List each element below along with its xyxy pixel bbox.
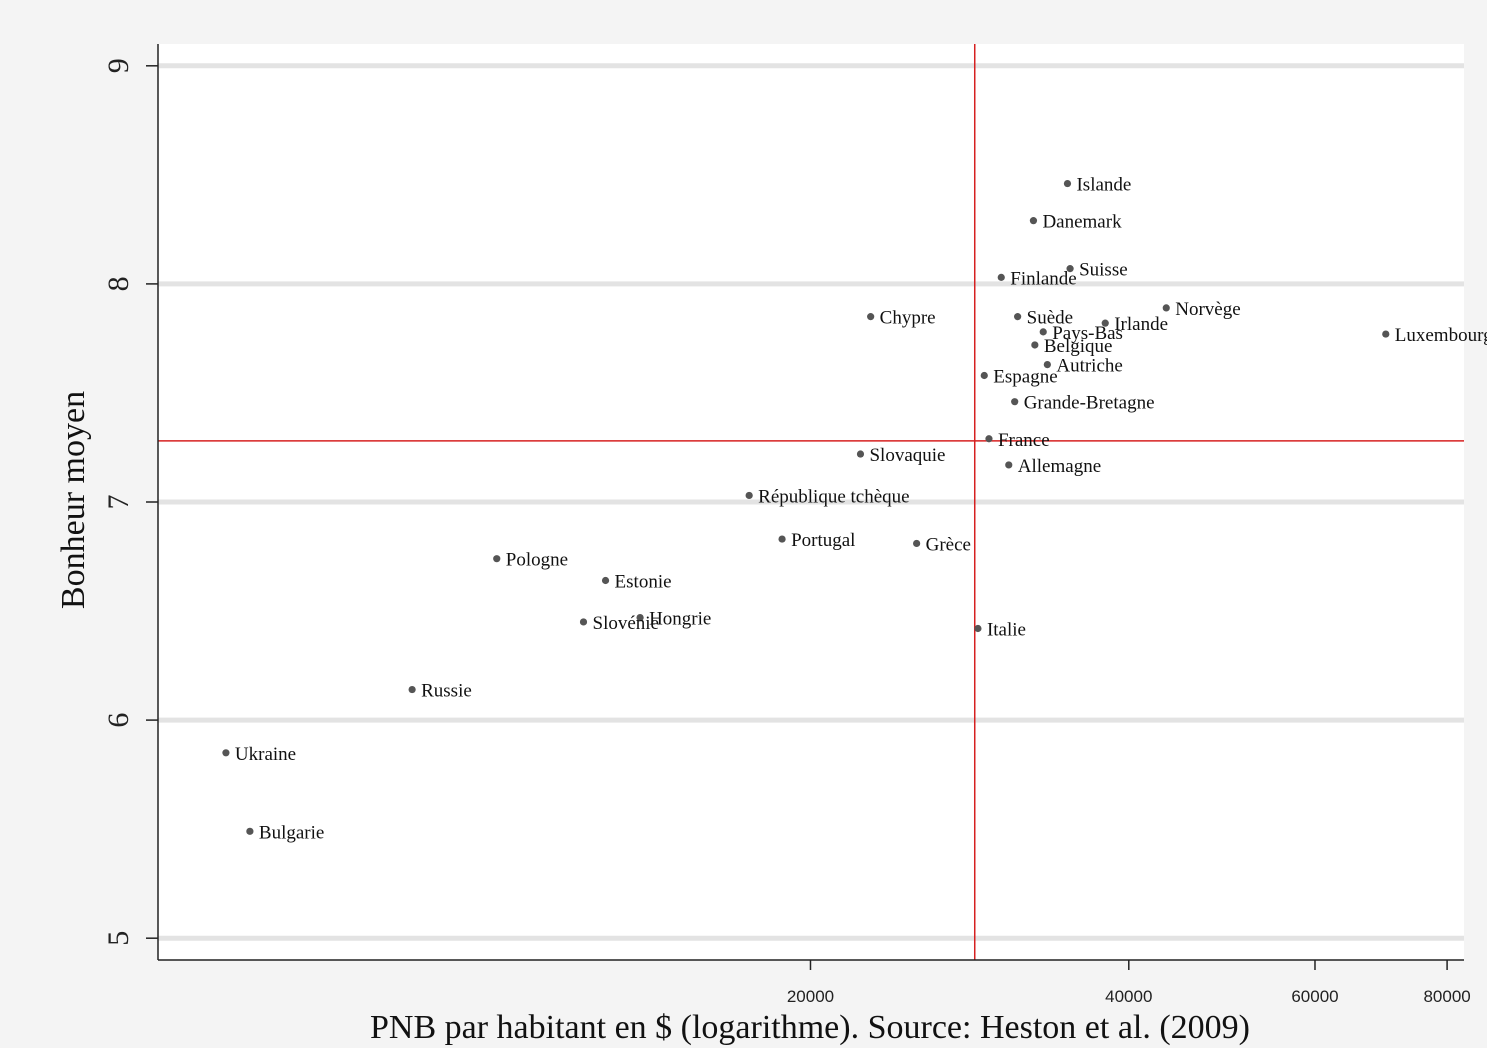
y-tick-label-6: 6: [102, 713, 135, 728]
point-italie: [974, 624, 982, 633]
point-chypre: [867, 313, 875, 321]
x-axis-title: PNB par habitant en $ (logarithme). Sour…: [370, 1009, 1250, 1046]
point-label-pologne: Pologne: [506, 550, 568, 571]
point-label-danemark: Danemark: [1042, 212, 1122, 233]
point-russie: [408, 685, 416, 694]
point-belgique: [1031, 341, 1039, 349]
point-pays-bas: [1039, 328, 1047, 336]
x-axis-ticks: 20000 40000 60000 80000: [787, 960, 1471, 1006]
reference-lines: [158, 44, 1464, 960]
point-label-ukraine: Ukraine: [235, 744, 296, 765]
point-slovaquie: [856, 450, 865, 458]
point-slovenie: [579, 618, 588, 626]
point-grande-bretagne: [1011, 398, 1019, 406]
point-grece: [913, 539, 921, 548]
y-tick-label-7: 7: [102, 495, 135, 510]
point-suisse: [1066, 265, 1074, 273]
point-label-irlande: Irlande: [1114, 314, 1168, 335]
point-france: [985, 435, 993, 443]
point-ukraine: [222, 749, 230, 757]
point-label-italie: Italie: [987, 619, 1026, 640]
point-label-estonie: Estonie: [615, 572, 672, 593]
point-label-hongrie: Hongrie: [649, 609, 711, 630]
point-label-portugal: Portugal: [791, 530, 855, 551]
point-label-suisse: Suisse: [1079, 260, 1128, 281]
point-label-pays-bas: Pays-Bas: [1052, 323, 1123, 344]
point-label-chypre: Chypre: [880, 308, 936, 329]
point-label-norvege: Norvège: [1175, 299, 1240, 320]
point-portugal: [778, 535, 786, 543]
point-label-allemagne: Allemagne: [1018, 456, 1101, 477]
point-bulgarie: [246, 827, 254, 835]
point-norvege: [1162, 304, 1170, 312]
point-allemagne: [1005, 461, 1013, 469]
point-danemark: [1029, 217, 1038, 225]
x-tick-label-20000: 20000: [787, 987, 834, 1006]
point-label-russie: Russie: [421, 681, 472, 702]
y-axis-ticks: 5 6 7 8 9: [102, 58, 158, 946]
x-tick-label-60000: 60000: [1291, 987, 1338, 1006]
point-autriche: [1043, 361, 1051, 369]
gridlines: [158, 63, 1464, 941]
point-label-grande-bretagne: Grande-Bretagne: [1024, 393, 1155, 414]
y-tick-label-8: 8: [102, 276, 135, 291]
point-label-bulgarie: Bulgarie: [259, 822, 324, 843]
point-label-belgique: Belgique: [1044, 336, 1113, 357]
point-pologne: [493, 555, 501, 563]
point-luxembourg: [1382, 330, 1390, 338]
point-suede: [1014, 313, 1022, 321]
x-tick-label-40000: 40000: [1105, 987, 1152, 1006]
point-estonie: [601, 576, 610, 585]
x-tick-label-80000: 80000: [1423, 987, 1470, 1006]
point-label-espagne: Espagne: [993, 367, 1057, 388]
point-label-finlande: Finlande: [1010, 268, 1076, 289]
point-label-grece: Grèce: [926, 534, 971, 555]
point-irlande: [1101, 319, 1109, 327]
y-axis-title: Bonheur moyen: [55, 391, 92, 609]
point-finlande: [997, 273, 1005, 281]
point-islande: [1063, 179, 1072, 188]
point-espagne: [980, 371, 988, 380]
point-label-suede: Suède: [1027, 308, 1073, 329]
point-republique-tcheque: [745, 491, 753, 500]
y-tick-label-9: 9: [102, 58, 135, 73]
point-label-islande: Islande: [1076, 175, 1131, 196]
point-hongrie: [636, 613, 644, 622]
point-label-slovaquie: Slovaquie: [869, 445, 945, 466]
point-label-autriche: Autriche: [1056, 356, 1122, 377]
point-label-republique-tcheque: République tchèque: [758, 486, 909, 507]
y-tick-label-5: 5: [102, 931, 135, 946]
point-label-france: France: [998, 430, 1050, 451]
point-label-luxembourg: Luxembourg: [1395, 325, 1487, 346]
point-label-slovenie: Slovénie: [593, 613, 660, 634]
